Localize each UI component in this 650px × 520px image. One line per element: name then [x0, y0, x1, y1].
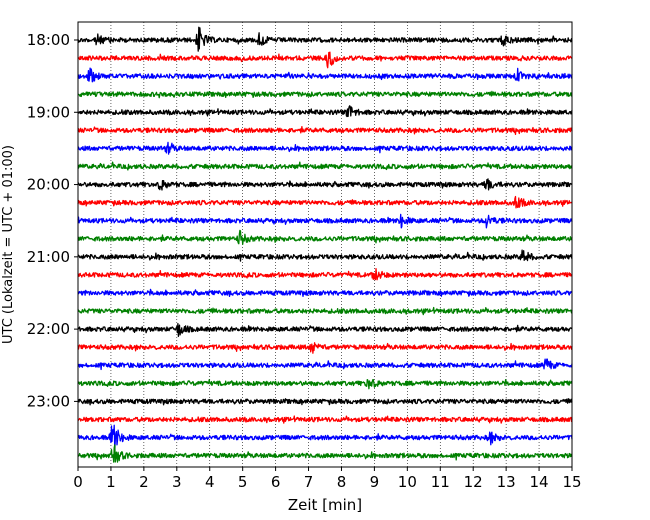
- x-tick-label: 3: [172, 473, 182, 491]
- x-tick-label: 10: [398, 473, 417, 491]
- x-tick-label: 8: [337, 473, 347, 491]
- x-axis-label: Zeit [min]: [288, 496, 362, 514]
- plot-frame: [77, 21, 573, 468]
- trace-line: [77, 415, 573, 424]
- trace-line: [77, 141, 573, 155]
- y-tick-label: 23:00: [27, 392, 70, 410]
- x-tick-label: 15: [562, 473, 581, 491]
- trace-line: [77, 424, 573, 451]
- y-axis-label: UTC (Lokalzeit = UTC + 01:00): [1, 145, 16, 344]
- x-tick-label: 2: [139, 473, 149, 491]
- x-tick-label: 5: [238, 473, 248, 491]
- x-tick-label: 11: [431, 473, 450, 491]
- trace-line: [77, 125, 573, 136]
- x-tick-label: 9: [370, 473, 380, 491]
- y-tick-label: 21:00: [27, 248, 70, 266]
- trace-line: [77, 51, 573, 69]
- x-tick-label: 6: [271, 473, 281, 491]
- trace-lines: [77, 26, 573, 463]
- trace-line: [77, 288, 573, 298]
- trace-line: [77, 306, 573, 316]
- trace-line: [77, 342, 573, 354]
- trace-line: [77, 249, 573, 262]
- trace-line: [77, 378, 573, 390]
- x-tick-label: 13: [497, 473, 516, 491]
- trace-line: [77, 444, 573, 463]
- x-tick-label: 4: [205, 473, 215, 491]
- y-axis-ticks: 18:00 19:00 20:00 21:00 22:00 23:00: [27, 31, 78, 410]
- trace-line: [77, 178, 573, 191]
- trace-line: [77, 268, 573, 281]
- grid-lines: [110, 22, 540, 467]
- y-tick-label: 22:00: [27, 320, 70, 338]
- y-tick-label: 20:00: [27, 176, 70, 194]
- trace-line: [77, 90, 573, 99]
- x-tick-label: 7: [304, 473, 314, 491]
- x-tick-label: 1: [106, 473, 116, 491]
- trace-line: [77, 195, 573, 209]
- trace-line: [77, 358, 573, 371]
- trace-line: [77, 229, 573, 245]
- trace-line: [77, 26, 573, 52]
- x-tick-label: 12: [464, 473, 483, 491]
- trace-line: [77, 213, 573, 229]
- trace-line: [77, 397, 573, 406]
- y-tick-label: 18:00: [27, 31, 70, 49]
- x-tick-label: 14: [530, 473, 549, 491]
- trace-line: [77, 322, 573, 337]
- trace-line: [77, 105, 573, 118]
- y-tick-label: 19:00: [27, 103, 70, 121]
- trace-line: [77, 67, 573, 83]
- trace-line: [77, 161, 573, 171]
- x-axis-ticks: 0 1 2 3 4 5 6 7 8 9 10 11 12 13 14 15: [73, 467, 582, 491]
- x-tick-label: 0: [73, 473, 83, 491]
